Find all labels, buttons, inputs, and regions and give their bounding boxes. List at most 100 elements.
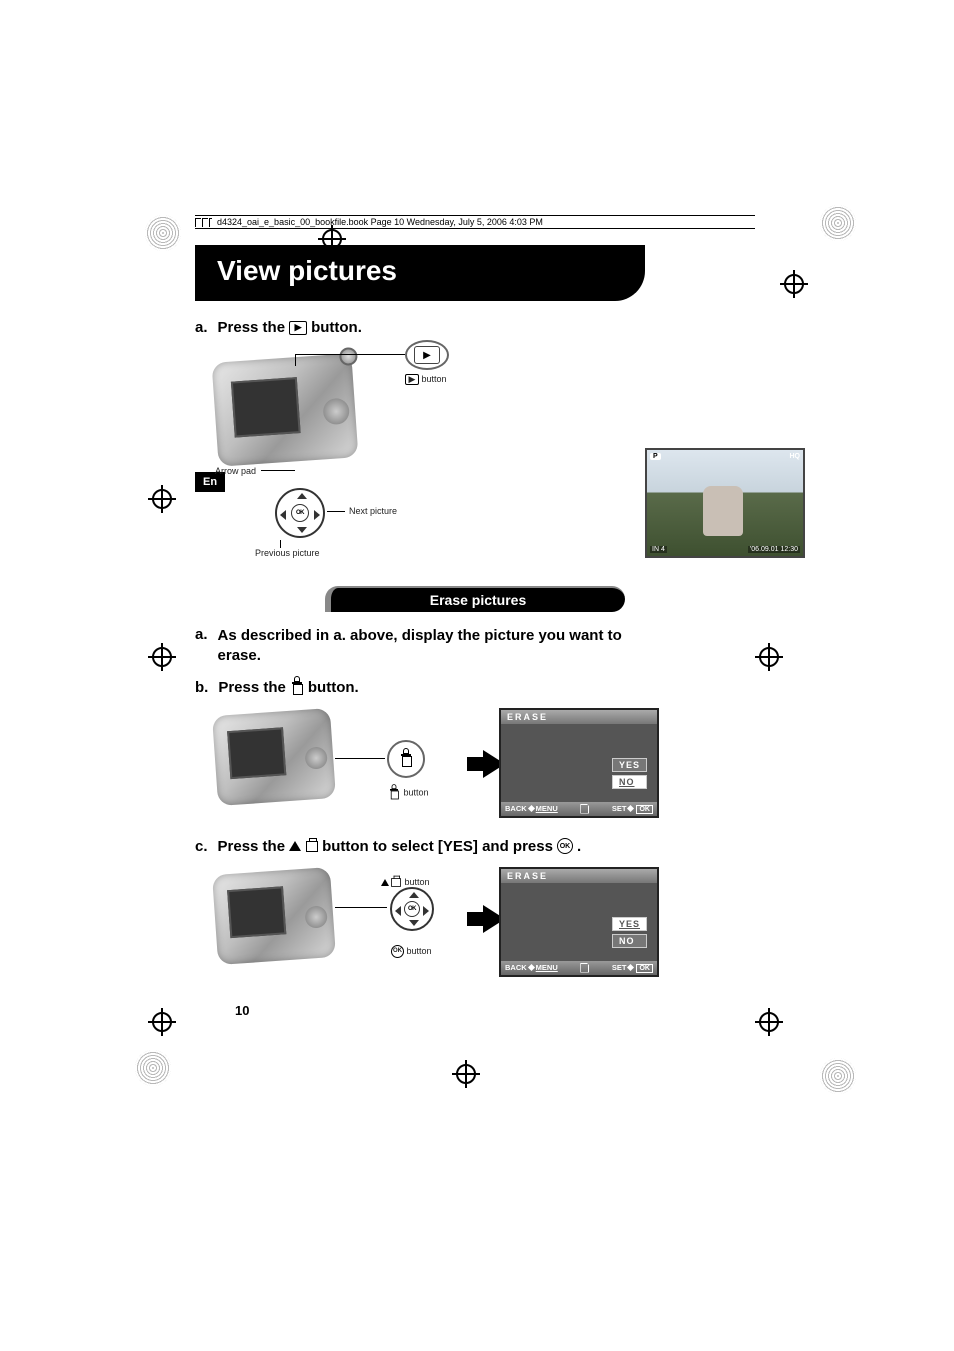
camera-control-cluster [322,397,350,425]
leader-arrowpad [261,470,295,471]
tri-print-button-label: button [381,877,430,888]
print-icon-inline [306,841,318,852]
erase-a-letter: a. [195,626,208,643]
erase-b-post: button. [308,679,359,696]
arrow-pad-ok: OK [291,504,309,522]
camera-controls-2 [304,746,327,769]
trash-button-oval [387,740,425,778]
sample-photo: P HQ IN 4 '06.09.01 12:30 [645,448,805,558]
header-line: d4324_oai_e_basic_00_bookfile.book Page … [195,215,755,229]
ok-button-label: OK button [391,945,432,958]
play-icon-inline: ▶ [289,321,307,335]
erase-c-post: . [577,838,581,855]
arrow-right [314,510,320,520]
trash-button-label: button [387,786,429,800]
erase-screen-2: ERASE YES NO BACKMENU SETOK [499,867,659,977]
arrow-down-2 [409,920,419,926]
crosshair-right-3 [755,1008,783,1036]
crosshair-left-3 [148,1008,176,1036]
erase-step-b: b. Press the button. [195,679,755,696]
ok-button-label-text: button [407,945,432,955]
erase-title-2: ERASE [501,869,657,883]
arrow-pad-detail: OK [275,488,325,538]
step-a-pre: Press the [218,319,286,336]
footer-back-1: BACKMENU [505,804,558,814]
trash-button-label-text: button [404,787,429,797]
triangle-up-icon-inline [289,841,301,851]
ok-circle-inline: OK [557,838,573,854]
photo-hq: HQ [790,453,801,460]
erase-c-mid: button to select [YES] and press [322,838,553,855]
arrow-left-2 [395,906,401,916]
opt-no-2: NO [612,934,647,948]
erase-c-pre: Press the [218,838,286,855]
arrow-pad-ok-2: OK [404,901,420,917]
leader-line-play [295,354,296,366]
regmark-bl [135,1050,171,1086]
diagram-view: ▶ ▶ button Arrow pad OK Next picture Pre… [195,348,755,578]
sd-icon-2 [580,963,589,973]
play-button-label-text: button [422,374,447,384]
leader-trash [335,758,385,759]
arrow-up-2 [409,892,419,898]
erase-b-pre: Press the [218,679,286,696]
camera-back-3 [212,866,336,964]
camera-screen-2 [227,727,286,779]
erase-b-letter: b. [195,679,208,696]
footer-back-2: BACKMENU [505,963,558,973]
sd-icon-1 [580,804,589,814]
arrow-up [297,493,307,499]
erase-screen-1: ERASE YES NO BACKMENU SETOK [499,708,659,818]
step-a-letter: a. [195,319,208,336]
crosshair-top-right [780,270,808,298]
step-a: a. Press the ▶ button. [195,319,755,336]
opt-yes-2: YES [612,917,647,931]
photo-counter: IN 4 [650,546,667,553]
leader-line-play-h [295,354,405,355]
crosshair-bottom-center [452,1060,480,1088]
opt-no-1: NO [612,775,647,789]
trash-icon-inline [290,680,304,694]
crosshair-left-1 [148,485,176,513]
arrow-left [280,510,286,520]
photo-timestamp: '06.09.01 12:30 [748,546,800,553]
play-button-label: ▶ button [405,374,447,385]
leader-next [327,511,345,512]
erase-step-a: a. As described in a. above, display the… [195,626,755,667]
arrow-right-2 [423,906,429,916]
regmark-tl [145,215,181,251]
regmark-br [820,1058,856,1094]
page-content: d4324_oai_e_basic_00_bookfile.book Page … [195,215,755,1007]
erase-step-c: c. Press the button to select [YES] and … [195,838,755,855]
previous-picture-label: Previous picture [255,548,320,558]
camera-top-button [339,347,358,366]
camera-back-2 [212,707,336,805]
arrow-pad-label: Arrow pad [215,466,256,476]
camera-controls-3 [304,905,327,928]
trash-icon-large [399,752,413,766]
crosshair-left-2 [148,643,176,671]
tri-print-button-label-text: button [405,877,430,887]
play-button-oval: ▶ [405,340,449,370]
arrow-down [297,527,307,533]
erase-diagram-2: OK button OK button ERASE YES NO BACKMEN… [195,867,755,1007]
camera-screen-3 [227,886,286,938]
play-button-oval-inner: ▶ [414,346,440,364]
sample-photo-subject [703,486,743,536]
erase-c-letter: c. [195,838,208,855]
photo-mode-badge: P [650,453,661,460]
erase-title-1: ERASE [501,710,657,724]
erase-diagram-1: button ERASE YES NO BACKMENU SETOK [195,708,755,838]
footer-set-2: SETOK [612,963,653,973]
leader-pad-3 [335,907,387,908]
arrow-pad-detail-2: OK [390,887,434,931]
page-title: View pictures [195,245,645,301]
crosshair-right-2 [755,643,783,671]
erase-a-text: As described in a. above, display the pi… [218,626,638,667]
camera-back [212,353,359,467]
opt-yes-1: YES [612,758,647,772]
step-a-post: button. [311,319,362,336]
camera-screen [231,377,301,437]
header-line-text: d4324_oai_e_basic_00_bookfile.book Page … [217,217,543,227]
footer-set-1: SETOK [612,804,653,814]
